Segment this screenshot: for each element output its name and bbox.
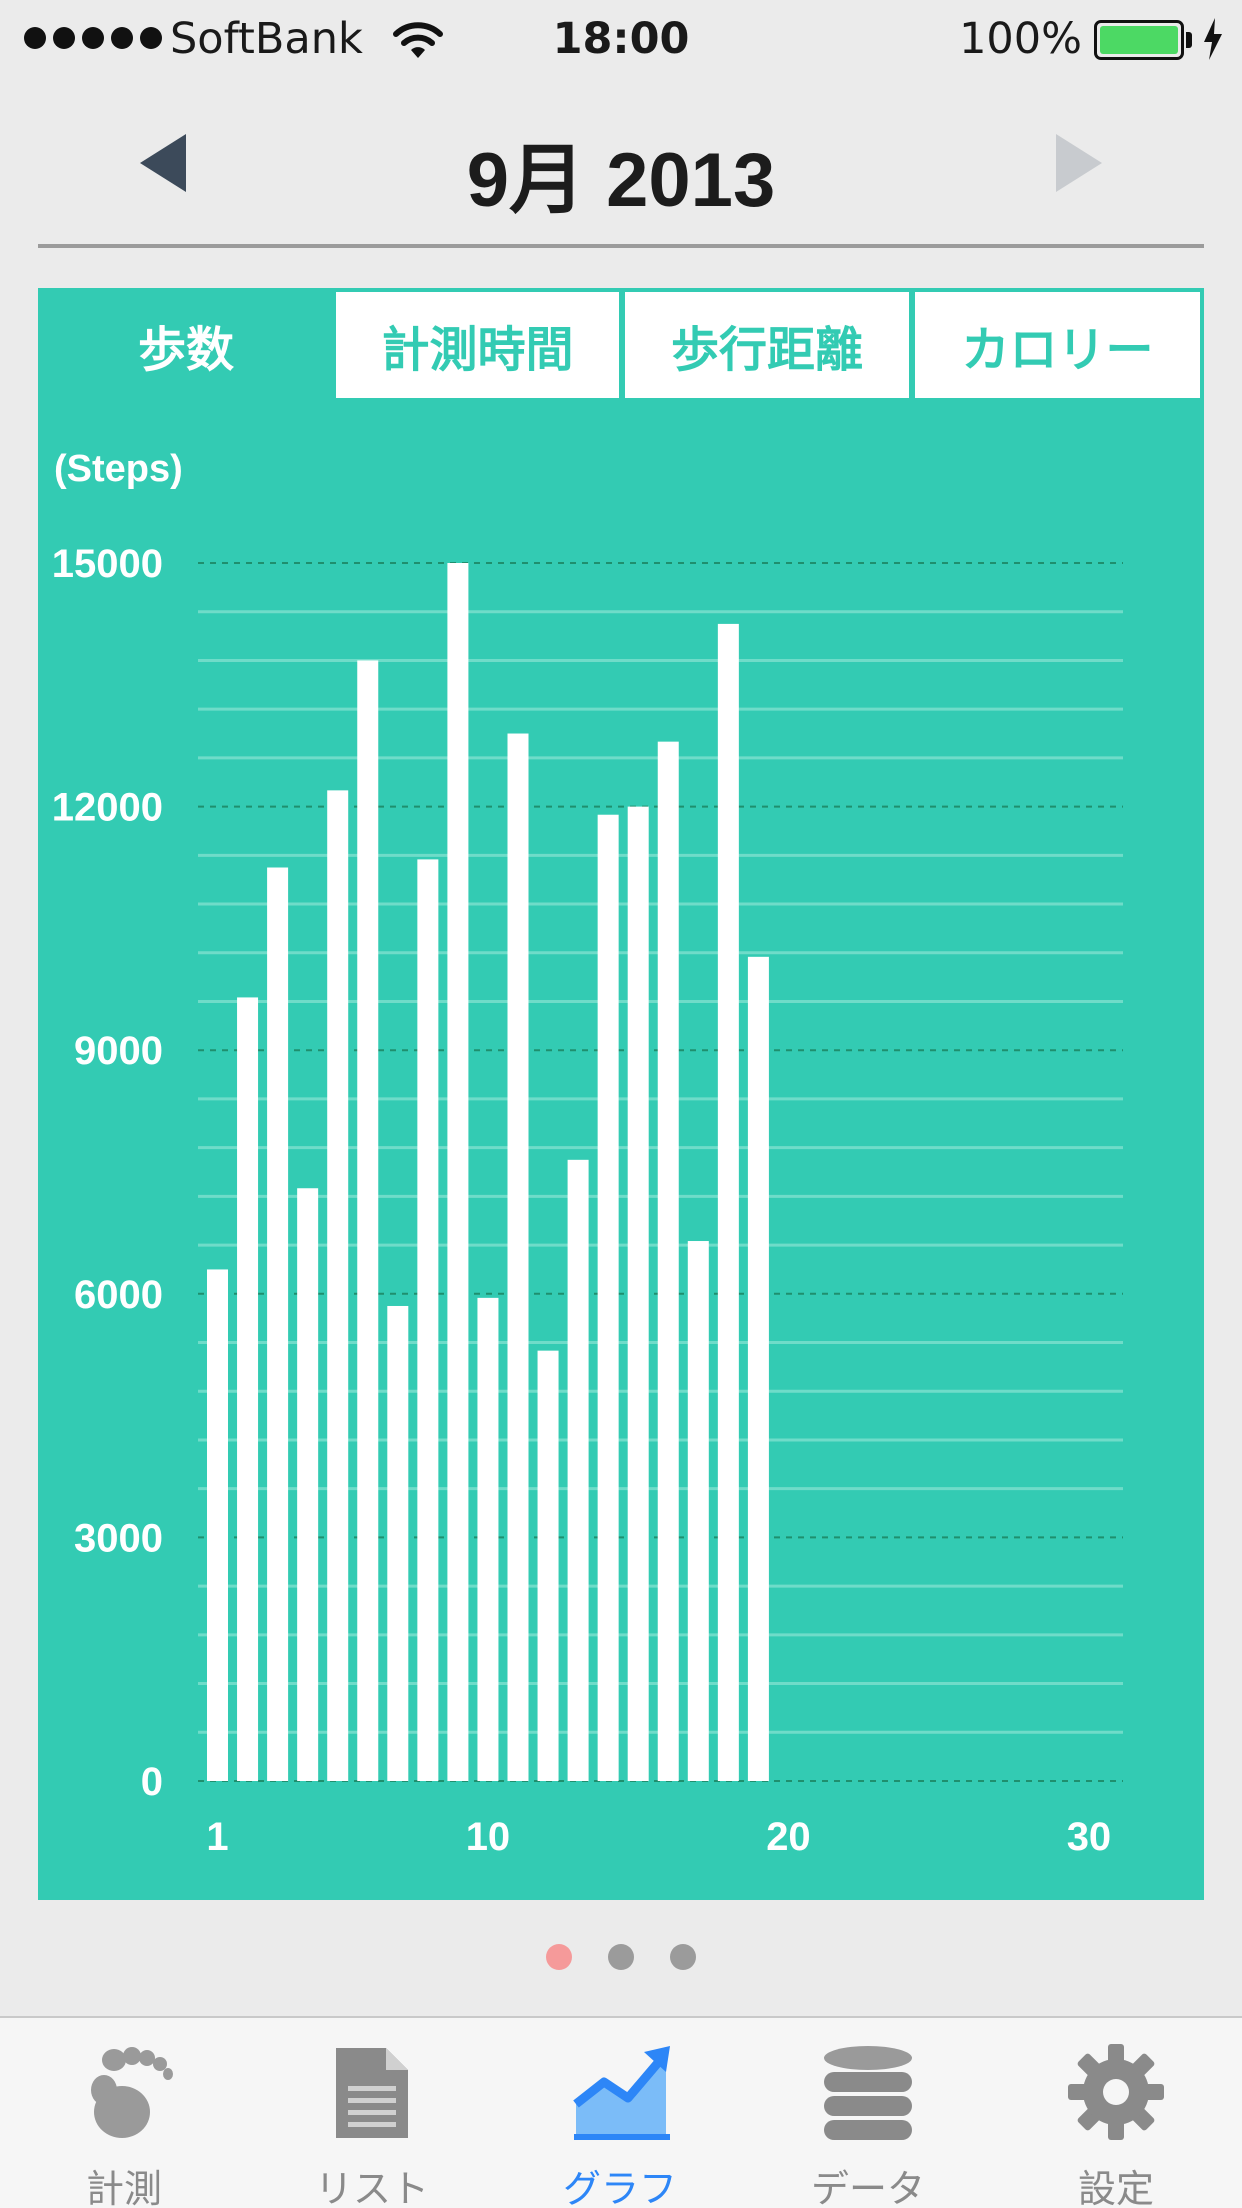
tab-calories[interactable]: カロリー	[911, 288, 1204, 402]
bar-day-9[interactable]	[447, 563, 469, 1781]
bar-day-8[interactable]	[417, 859, 439, 1781]
bar-day-3[interactable]	[267, 867, 289, 1782]
bar-day-2[interactable]	[237, 997, 259, 1781]
tab-graph-label: グラフ	[562, 2167, 677, 2208]
chart-icon	[573, 2046, 670, 2140]
battery-icon	[1094, 20, 1184, 60]
chart-bars	[207, 563, 769, 1782]
battery-tip	[1186, 32, 1192, 48]
bar-day-11[interactable]	[507, 733, 529, 1781]
tab-data-label: データ	[810, 2167, 925, 2208]
footprint-icon	[91, 2047, 173, 2138]
bar-day-4[interactable]	[297, 1188, 319, 1781]
page-dot[interactable]	[608, 1944, 634, 1970]
y-tick-label: 6000	[74, 1273, 163, 1317]
bar-day-14[interactable]	[597, 814, 619, 1781]
tab-list-label: リスト	[314, 2167, 429, 2208]
triangle-left-icon[interactable]	[140, 134, 186, 192]
page-title: 9月 2013	[466, 138, 776, 223]
metric-tabs: 歩数 計測時間 歩行距離 カロリー	[38, 288, 1204, 403]
tab-settings[interactable]: 設定	[992, 2018, 1240, 2208]
battery-percent: 100%	[959, 14, 1082, 64]
clock: 18:00	[552, 14, 690, 64]
tab-distance[interactable]: 歩行距離	[621, 288, 913, 402]
tab-measure[interactable]: 計測	[0, 2018, 248, 2208]
y-tick-label: 12000	[52, 786, 163, 830]
x-tick-label: 20	[766, 1815, 811, 1859]
bar-day-5[interactable]	[327, 790, 349, 1781]
month-header: 9月 2013	[0, 100, 1242, 248]
tab-settings-label: 設定	[1077, 2167, 1154, 2208]
tab-label: 計測時間	[381, 322, 574, 378]
x-tick-label: 1	[206, 1815, 228, 1859]
tab-list[interactable]: リスト	[248, 2018, 496, 2208]
bar-day-16[interactable]	[657, 741, 679, 1781]
header-divider	[38, 244, 1204, 248]
document-list-icon	[336, 2048, 408, 2138]
bar-day-13[interactable]	[567, 1159, 589, 1781]
tab-measure-label: 計測	[85, 2167, 162, 2208]
bar-day-7[interactable]	[387, 1305, 409, 1781]
bar-day-17[interactable]	[687, 1241, 709, 1781]
tab-data[interactable]: データ	[744, 2018, 992, 2208]
gear-icon	[1068, 2044, 1164, 2140]
page-indicator	[0, 1944, 1242, 1970]
carrier-name: SoftBank	[170, 14, 363, 64]
tab-bar: 計測 リスト グラフ データ	[0, 2016, 1242, 2208]
y-tick-label: 15000	[52, 542, 163, 586]
tab-label: 歩行距離	[670, 322, 863, 378]
y-tick-label: 0	[141, 1760, 163, 1804]
bar-day-18[interactable]	[717, 623, 739, 1781]
bar-day-19[interactable]	[747, 956, 769, 1781]
page-dot[interactable]	[670, 1944, 696, 1970]
bolt-icon	[1204, 18, 1222, 60]
database-icon	[824, 2046, 912, 2140]
steps-bar-chart: (Steps) 15000 12000 9000 6000 3000 0 1 10 20 30	[52, 448, 1123, 1859]
signal-dots-icon	[24, 27, 162, 49]
bar-day-6[interactable]	[357, 660, 379, 1782]
x-axis-ticks: 1 10 20 30	[206, 1815, 1111, 1859]
tab-steps[interactable]: 歩数	[38, 288, 334, 402]
bar-day-1[interactable]	[207, 1269, 228, 1781]
status-bar: SoftBank 18:00 100%	[0, 0, 1242, 80]
chart-panel: 歩数 計測時間 歩行距離 カロリー (Steps) 15000 12000 9000…	[38, 288, 1204, 1900]
y-axis-ticks: 15000 12000 9000 6000 3000 0	[52, 542, 163, 1804]
x-tick-label: 30	[1067, 1815, 1112, 1859]
chart-unit-label: (Steps)	[54, 448, 183, 490]
bar-day-10[interactable]	[477, 1297, 499, 1781]
y-tick-label: 9000	[74, 1029, 163, 1073]
bar-day-12[interactable]	[537, 1350, 559, 1781]
y-tick-label: 3000	[74, 1516, 163, 1560]
wifi-icon	[393, 22, 443, 58]
tab-duration[interactable]: 計測時間	[332, 288, 623, 402]
triangle-right-icon[interactable]	[1056, 134, 1102, 192]
tab-label: 歩数	[137, 322, 234, 378]
page-dot[interactable]	[546, 1944, 572, 1970]
tab-graph[interactable]: グラフ	[496, 2018, 744, 2208]
x-tick-label: 10	[466, 1815, 511, 1859]
bar-day-15[interactable]	[627, 806, 649, 1781]
tab-label: カロリー	[961, 322, 1154, 378]
